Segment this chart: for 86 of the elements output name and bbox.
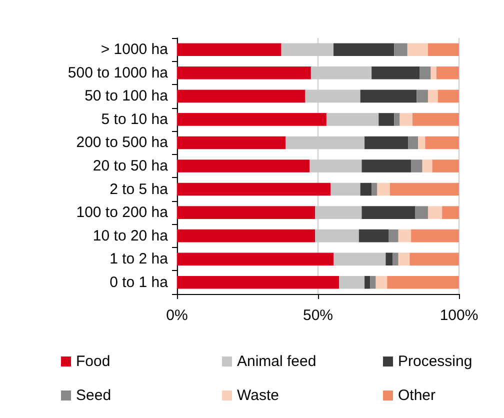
- bar: [386, 252, 393, 266]
- bar: [407, 43, 428, 56]
- bar: [334, 43, 394, 56]
- legend-label: Other: [398, 387, 436, 404]
- bar: [362, 160, 412, 172]
- bar: [398, 252, 410, 266]
- bar: [330, 182, 360, 196]
- y-tick-label: 20 to 50 ha: [92, 158, 169, 174]
- bar: [432, 160, 459, 172]
- legend-label: Waste: [237, 387, 279, 404]
- bar: [438, 90, 459, 103]
- y-tick-label: 500 to 1000 ha: [68, 64, 169, 82]
- bar: [442, 206, 459, 219]
- bar: [177, 90, 306, 103]
- bar: [177, 276, 340, 289]
- x-tick-label: 100%: [440, 307, 478, 324]
- y-tick-label: 1 to 2 ha: [110, 250, 169, 268]
- bar: [400, 113, 412, 126]
- bar: [410, 252, 459, 266]
- bar: [310, 66, 372, 80]
- bar: [177, 66, 311, 80]
- bar: [281, 43, 334, 56]
- bar: [177, 113, 326, 126]
- bar: [412, 113, 459, 126]
- bar: [334, 252, 386, 266]
- bar: [360, 182, 372, 196]
- bar: [315, 229, 359, 242]
- bar: [415, 206, 428, 219]
- bar: [376, 276, 388, 289]
- bar: [428, 43, 459, 56]
- bar: [177, 182, 331, 196]
- bar: [339, 276, 365, 289]
- bar: [390, 182, 459, 196]
- bar: [364, 136, 408, 150]
- bar: [358, 229, 388, 242]
- bar: [418, 136, 426, 150]
- y-tick-label: 200 to 500 ha: [76, 134, 169, 152]
- bar: [305, 90, 360, 103]
- bar: [387, 276, 459, 289]
- bar: [177, 160, 310, 172]
- y-tick-label: 10 to 20 ha: [92, 227, 169, 244]
- bar: [392, 252, 398, 266]
- bar: [425, 136, 459, 150]
- bar: [177, 229, 316, 242]
- bar: [378, 113, 394, 126]
- bar: [388, 229, 398, 242]
- bar: [428, 90, 438, 103]
- bar: [310, 160, 362, 172]
- bar: [362, 206, 416, 219]
- bar: [315, 206, 362, 219]
- x-tick-label: 0%: [166, 307, 188, 324]
- legend-label: Animal feed: [237, 353, 316, 370]
- bar: [420, 66, 431, 80]
- bar: [416, 90, 428, 103]
- bar: [377, 182, 390, 196]
- legend-label: Seed: [76, 387, 112, 404]
- y-tick-label: 5 to 10 ha: [101, 110, 169, 128]
- x-tick-label: 50%: [302, 307, 334, 324]
- y-tick-label: > 1000 ha: [100, 41, 169, 58]
- bar: [372, 182, 378, 196]
- bar: [436, 66, 459, 80]
- bar: [430, 66, 436, 80]
- bar: [364, 276, 370, 289]
- bar: [411, 229, 459, 242]
- bar: [177, 206, 316, 219]
- bar: [360, 90, 417, 103]
- legend-label: Food: [76, 353, 110, 370]
- y-tick-label: 2 to 5 ha: [110, 180, 169, 198]
- bar: [408, 136, 418, 150]
- y-tick-label: 50 to 100 ha: [84, 88, 169, 105]
- bar: [394, 113, 400, 126]
- y-tick-label: 100 to 200 ha: [76, 204, 169, 222]
- bar: [422, 160, 432, 172]
- bar: [370, 276, 376, 289]
- bar: [177, 136, 286, 150]
- bar: [398, 229, 412, 242]
- bar: [411, 160, 422, 172]
- bar: [177, 43, 282, 56]
- y-tick-label: 0 to 1 ha: [110, 274, 169, 291]
- bar: [177, 252, 334, 266]
- bar: [286, 136, 365, 150]
- legend-label: Processing: [398, 353, 472, 370]
- bar: [428, 206, 442, 219]
- bar: [326, 113, 379, 126]
- bar: [372, 66, 420, 80]
- bar: [394, 43, 408, 56]
